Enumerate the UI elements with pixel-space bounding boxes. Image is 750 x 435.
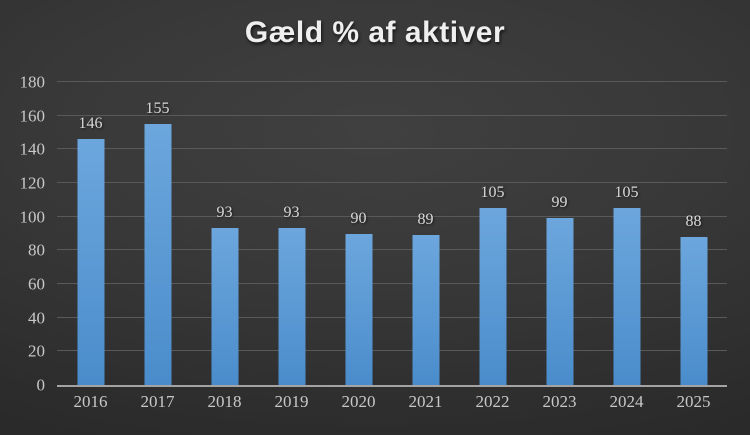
x-tick-label: 2025 (676, 392, 711, 411)
y-tick-label: 80 (28, 240, 45, 260)
x-tick-label: 2023 (542, 392, 577, 411)
gridline (57, 81, 727, 82)
x-tick-label: 2017 (140, 392, 175, 411)
x-tick-label: 2019 (274, 392, 309, 411)
bar-2021[interactable] (412, 235, 439, 385)
bar-value-label: 99 (551, 194, 568, 212)
gridline (57, 350, 727, 352)
gridline (57, 316, 727, 318)
bar-slot: 155 (124, 82, 191, 385)
y-tick-label: 140 (19, 139, 46, 159)
bar-slot: 105 (593, 82, 660, 385)
gridline (57, 148, 727, 150)
gridline (57, 182, 727, 183)
bar-slot: 105 (459, 82, 526, 385)
bar-slot: 99 (526, 82, 593, 385)
x-tick-label: 2024 (609, 392, 644, 411)
bar-value-label: 90 (350, 209, 367, 227)
gridline (57, 114, 727, 116)
y-tick-label: 20 (28, 341, 45, 361)
y-tick-label: 180 (19, 72, 46, 92)
x-tick-label: 2021 (408, 392, 443, 411)
y-tick-label: 100 (19, 207, 46, 227)
bar-slot: 93 (258, 82, 325, 385)
y-axis: 0 20 40 60 80 100 120 140 160 180 (0, 74, 46, 394)
bar-value-label: 155 (145, 100, 170, 118)
gridline (57, 283, 727, 284)
y-tick-label: 40 (28, 308, 45, 328)
bar-2019[interactable] (278, 228, 305, 385)
chart-title: Gæld % af aktiver (244, 16, 506, 49)
bar-value-label: 146 (78, 115, 103, 133)
gridline (57, 249, 727, 251)
y-tick-label: 60 (28, 274, 45, 294)
y-tick-label: 160 (19, 106, 46, 126)
bar-value-label: 93 (216, 204, 233, 222)
bar-slot: 90 (325, 82, 392, 385)
y-tick-label: 120 (19, 173, 46, 193)
plot-area: 146 155 93 93 90 89 105 99 105 88 (57, 81, 727, 387)
x-tick-label: 2022 (475, 392, 510, 411)
bar-slot: 146 (57, 82, 124, 385)
x-tick-label: 2018 (207, 392, 242, 411)
bar-value-label: 88 (685, 212, 702, 230)
x-tick-label: 2020 (341, 392, 376, 411)
bar-slot: 89 (392, 82, 459, 385)
x-axis: 2016 2017 2018 2019 2020 2021 2022 2023 2024 2025 (57, 392, 727, 422)
bar-value-label: 105 (480, 184, 505, 202)
y-tick-label: 0 (36, 375, 46, 395)
bar-2025[interactable] (680, 236, 707, 385)
bar-slot: 88 (660, 82, 727, 385)
bar-2024[interactable] (613, 208, 640, 385)
bar-2023[interactable] (546, 218, 573, 385)
bar-2017[interactable] (144, 124, 171, 385)
bar-2022[interactable] (479, 208, 506, 385)
x-tick-label: 2016 (73, 392, 108, 411)
bar-2020[interactable] (345, 233, 372, 385)
bar-2016[interactable] (77, 139, 104, 385)
bar-2018[interactable] (211, 228, 238, 385)
bar-value-label: 105 (614, 184, 639, 202)
bar-value-label: 93 (283, 204, 300, 222)
gridline (57, 215, 727, 217)
bar-value-label: 89 (417, 211, 434, 229)
bar-slot: 93 (191, 82, 258, 385)
